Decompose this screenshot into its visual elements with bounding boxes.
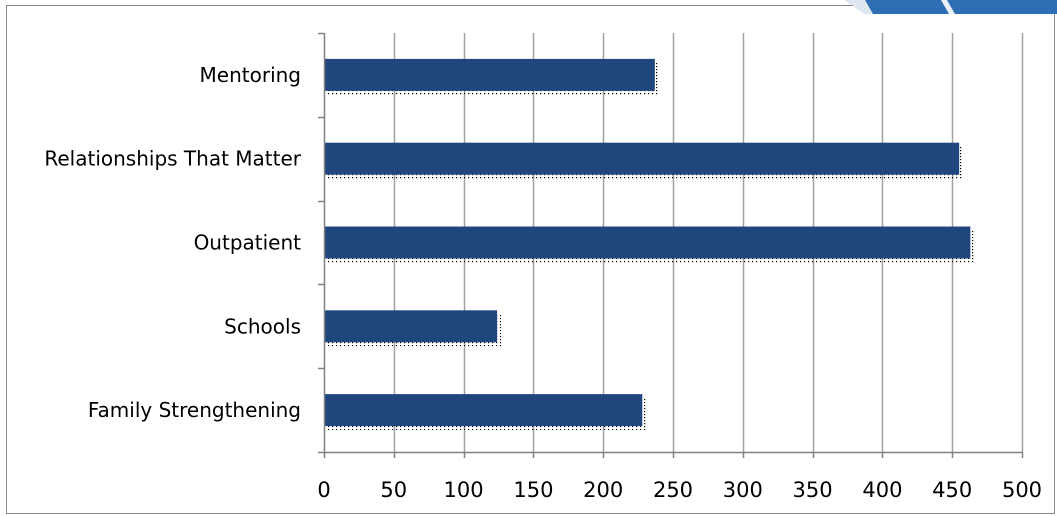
bar-relationships-that-matter (325, 142, 960, 175)
x-tick-label-250: 250 (653, 478, 693, 502)
bar-schools (325, 310, 498, 343)
bars (325, 58, 971, 427)
x-tick-label-300: 300 (723, 478, 763, 502)
x-tick-label-450: 450 (932, 478, 972, 502)
bar-outpatient (325, 226, 971, 259)
corner-decoration (845, 0, 1057, 14)
x-tick-label-150: 150 (513, 478, 553, 502)
category-label-mentoring: Mentoring (200, 63, 301, 87)
axes (318, 32, 1024, 458)
category-label-schools: Schools (224, 314, 301, 338)
bar-mentoring (325, 58, 655, 91)
x-tick-label-0: 0 (317, 478, 330, 502)
bar-family-strengthening (325, 394, 643, 427)
category-label-outpatient: Outpatient (194, 231, 302, 255)
x-tick-label-350: 350 (793, 478, 833, 502)
x-tick-label-100: 100 (444, 478, 484, 502)
x-tick-label-500: 500 (1002, 478, 1042, 502)
category-label-family-strengthening: Family Strengthening (88, 398, 301, 422)
x-tick-label-200: 200 (583, 478, 623, 502)
x-tick-label-50: 50 (380, 478, 407, 502)
category-label-relationships-that-matter: Relationships That Matter (44, 147, 301, 171)
labels: 0 50 100 150 200 250 300 350 400 450 500 Mentoring R… (44, 63, 1042, 502)
x-tick-label-400: 400 (862, 478, 902, 502)
